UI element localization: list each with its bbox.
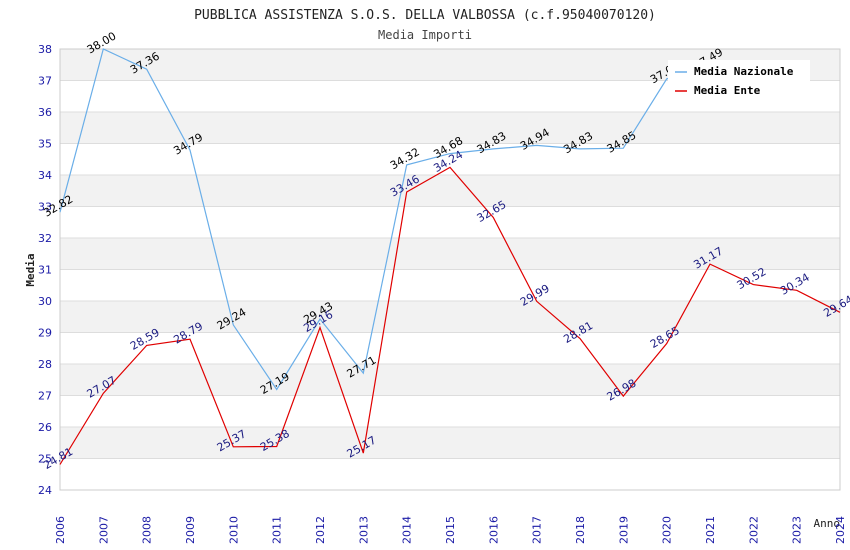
x-tick-label: 2021: [704, 516, 717, 544]
y-tick-label: 28: [38, 358, 52, 371]
plot-band: [60, 427, 840, 459]
y-tick-label: 31: [38, 264, 52, 277]
y-tick-label: 24: [38, 484, 52, 497]
data-label-media-nazionale: 34.32: [388, 145, 422, 172]
plot-frame: [59, 48, 841, 491]
y-tick-label: 36: [38, 106, 52, 119]
x-tick-label: 2022: [747, 516, 760, 544]
y-tick-label: 25: [38, 453, 52, 466]
x-tick-label: 2024: [834, 516, 847, 544]
x-tick-label: 2017: [531, 516, 544, 544]
x-tick-label: 2013: [357, 516, 370, 544]
x-tick-labels: 2006 2007 2008 2009 2010 2011 2012 2013 2014 2015…: [54, 516, 847, 544]
x-tick-label: 2018: [574, 516, 587, 544]
x-tick-label: 2011: [271, 516, 284, 544]
y-tick-label: 33: [38, 201, 52, 214]
x-tick-label: 2008: [141, 516, 154, 544]
x-tick-label: 2009: [184, 516, 197, 544]
x-tick-label: 2007: [97, 516, 110, 544]
plot-bands: [60, 49, 840, 459]
plot-band: [60, 364, 840, 396]
series-line-media-nazionale: [59, 48, 711, 391]
chart-subtitle: Media Importi: [378, 28, 472, 42]
legend-label-media-ente: Media Ente: [694, 84, 761, 97]
x-tick-label: 2015: [444, 516, 457, 544]
x-tick-label: 2014: [401, 516, 414, 544]
data-label-media-nazionale: 32.82: [41, 193, 75, 220]
x-tick-label: 2012: [314, 516, 327, 544]
y-tick-label: 38: [38, 43, 52, 56]
y-tick-label: 30: [38, 295, 52, 308]
plot-band: [60, 112, 840, 144]
y-tick-label: 26: [38, 421, 52, 434]
legend: Media Nazionale Media Ente: [668, 60, 810, 102]
x-tick-label: 2010: [227, 516, 240, 544]
data-label-media-ente: 24.81: [41, 445, 75, 472]
y-tick-label: 37: [38, 75, 52, 88]
y-tick-label: 35: [38, 138, 52, 151]
legend-box: [668, 60, 810, 102]
y-tick-label: 32: [38, 232, 52, 245]
data-label-media-ente: 30.34: [778, 271, 812, 298]
legend-label-media-nazionale: Media Nazionale: [694, 65, 794, 78]
x-tick-label: 2023: [791, 516, 804, 544]
x-tick-label: 2016: [487, 516, 500, 544]
series-line-media-ente: [59, 166, 841, 465]
x-tick-label: 2019: [617, 516, 630, 544]
y-tick-label: 27: [38, 390, 52, 403]
plot-band: [60, 301, 840, 333]
x-tick-label: 2020: [661, 516, 674, 544]
y-tick-label: 34: [38, 169, 52, 182]
chart-title: PUBBLICA ASSISTENZA S.O.S. DELLA VALBOSS…: [194, 8, 656, 23]
y-axis-label: Media: [24, 253, 37, 286]
x-tick-label: 2006: [54, 516, 67, 544]
series-lines: [59, 48, 841, 465]
y-tick-labels: 24 25 26 27 28 29 30 31 32 33 34 35 36 37 38: [38, 43, 52, 497]
plot-band: [60, 175, 840, 207]
y-tick-label: 29: [38, 327, 52, 340]
x-axis-label: Anno: [814, 517, 841, 530]
